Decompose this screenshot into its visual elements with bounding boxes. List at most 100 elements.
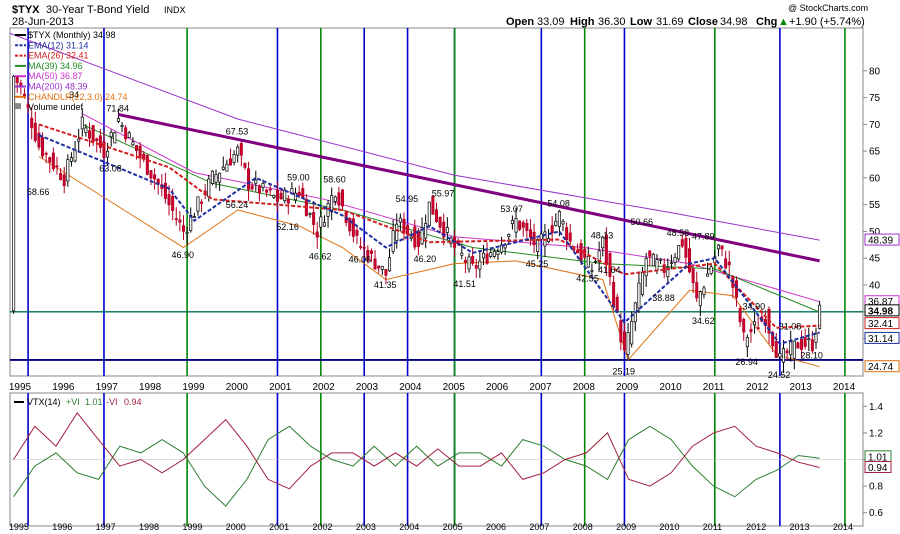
candle-body [507, 234, 511, 237]
candle-body [445, 227, 449, 233]
candle-body [218, 172, 222, 183]
candle-body [388, 257, 392, 272]
year-axis-bottom: 1995 1996 1997 1998 1999 2000 2001 2002 2003 2004… [9, 522, 853, 532]
candle-body [594, 260, 598, 263]
year-axis-label: 2005 [443, 382, 466, 393]
right-value-box [864, 317, 900, 330]
candle-body [207, 178, 211, 198]
year-axis-label: 2001 [269, 522, 289, 532]
candle-body [489, 252, 493, 257]
candle-body [745, 337, 749, 348]
right-value-text: 34.98 [868, 306, 893, 317]
right-value-text: 48.39 [868, 236, 893, 247]
candle-body [232, 153, 236, 163]
candle-body [738, 307, 742, 323]
year-axis-label: 2005 [443, 522, 463, 532]
candle-body [518, 220, 522, 230]
candle-body [319, 216, 323, 228]
candle-body [30, 117, 34, 129]
candle-body [395, 223, 399, 241]
year-axis-label: 2006 [486, 522, 506, 532]
price-annotation-label: .34 [67, 90, 80, 100]
year-axis-label: 2004 [399, 382, 422, 393]
year-axis-label: 2002 [312, 522, 332, 532]
indicator-value-label: 0.94 [864, 460, 892, 474]
candle-body [44, 152, 48, 155]
year-axis-label: 2014 [833, 522, 853, 532]
candle-body [84, 127, 88, 133]
candle-body [565, 227, 569, 241]
price-annotation-label: 56.24 [226, 200, 249, 210]
candle-body [380, 266, 384, 270]
candle-body [257, 185, 261, 194]
candle-body [727, 261, 731, 266]
candle-body [463, 260, 467, 263]
candle-body [142, 153, 146, 159]
candle-body [355, 229, 359, 236]
legend-entry: EMA(26) 32.41 [28, 51, 89, 61]
candle-body [322, 222, 326, 227]
svg-text:34.98: 34.98 [720, 16, 748, 28]
candle-body [724, 258, 728, 269]
price-annotations: 58.66 .34 71.84 63.08 46.90 67.53 56.24 59.00 52… [27, 90, 823, 380]
candle-body [818, 304, 822, 329]
candle-body [200, 201, 204, 204]
candle-body [12, 75, 16, 312]
year-axis-label: 2010 [659, 382, 682, 393]
year-axis-label: 2002 [312, 382, 335, 393]
candle-body [178, 219, 182, 223]
indicator-minus-value: 0.94 [124, 397, 142, 407]
candle-body [37, 132, 41, 148]
year-axis-label: 2000 [226, 382, 249, 393]
year-axis-label: 1999 [182, 522, 202, 532]
candle-body [716, 244, 720, 250]
candle-body [651, 254, 655, 267]
candle-body [734, 280, 739, 298]
candle-body [48, 157, 52, 163]
candle-body [586, 256, 590, 268]
price-annotation-label: 52.16 [276, 222, 299, 232]
price-annotation-label: 59.00 [287, 172, 310, 182]
year-axis-label: 1995 [9, 382, 32, 393]
candle-body [810, 339, 814, 352]
price-annotation-label: 45.25 [526, 259, 549, 269]
indicator-axis-label: 0.6 [869, 508, 883, 519]
candle-body [789, 341, 793, 356]
header-exchange: INDX [164, 5, 186, 15]
candle-body [106, 150, 110, 158]
candle-body [695, 282, 699, 299]
candle-body [55, 165, 59, 168]
right-value-text: 32.41 [868, 319, 893, 330]
candle-body [641, 271, 645, 295]
right-value-label: 48.39 [864, 233, 900, 247]
svg-text:Low: Low [630, 16, 652, 28]
candle-body [167, 194, 171, 206]
candle-body [481, 252, 485, 259]
price-annotation-label: 71.84 [106, 104, 129, 114]
header-date: 28-Jun-2013 [12, 16, 74, 28]
year-axis-label: 2010 [659, 522, 679, 532]
candle-body [637, 282, 641, 309]
ma50-line [82, 113, 820, 303]
trend-line [118, 113, 820, 263]
candle-body [655, 259, 659, 271]
candle-body [120, 125, 124, 128]
candle-body [315, 231, 319, 238]
candle-body [474, 265, 478, 269]
candle-body [19, 82, 23, 86]
price-axis-label: 80 [869, 66, 881, 77]
candle-body [225, 163, 229, 172]
price-annotation-label: 67.53 [226, 127, 249, 137]
price-annotation-label: 41.64 [598, 265, 621, 275]
indicator-value-text: 0.94 [868, 463, 888, 474]
legend-entry: CHANDLR(22,3.0) 24.74 [28, 92, 128, 102]
candle-body [698, 291, 702, 307]
price-annotation-label: 41.51 [453, 279, 476, 289]
year-axis-label: 2014 [833, 382, 856, 393]
candle-body [424, 223, 428, 239]
svg-text:Close: Close [688, 16, 718, 28]
candle-body [124, 127, 128, 140]
candle-body [236, 146, 240, 156]
right-value-box [864, 331, 900, 344]
